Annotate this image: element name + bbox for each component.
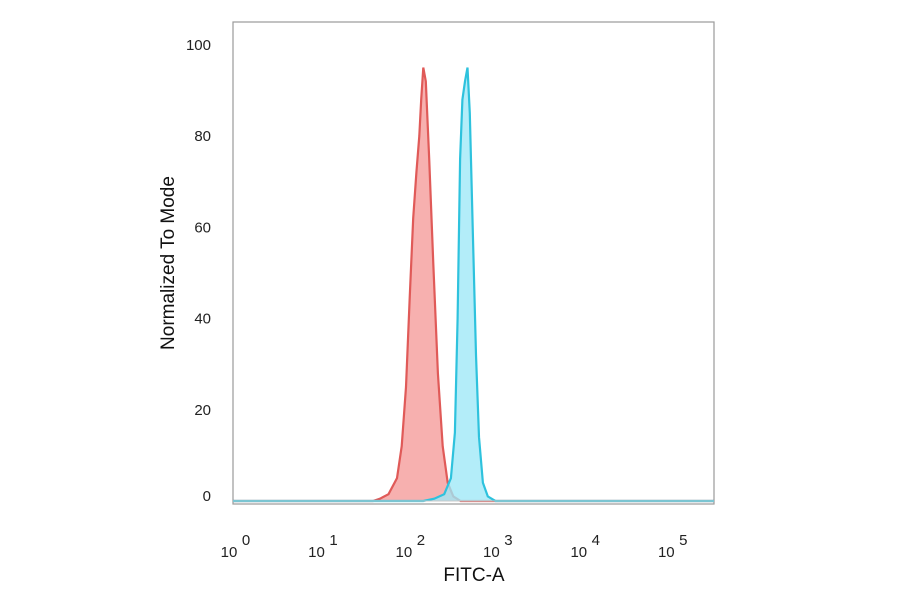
series-2-line	[233, 67, 714, 503]
x-tick-label: 103	[483, 532, 513, 561]
x-tick-exponent: 2	[417, 532, 425, 549]
x-tick-label: 102	[396, 532, 426, 561]
x-tick-label: 105	[658, 532, 688, 561]
y-tick-label: 20	[194, 402, 211, 419]
x-tick-exponent: 0	[242, 532, 250, 549]
series-1-line	[233, 67, 714, 503]
x-tick-base: 10	[308, 544, 325, 561]
x-tick-base: 10	[658, 544, 675, 561]
x-tick-label: 101	[308, 532, 338, 561]
series-layer	[233, 67, 714, 503]
x-tick-exponent: 3	[504, 532, 512, 549]
x-axis-title: FITC-A	[443, 565, 505, 586]
y-axis-ticks: 0 20 40 60 80 100	[186, 37, 211, 505]
x-tick-base: 10	[221, 544, 238, 561]
x-tick-base: 10	[570, 544, 587, 561]
y-tick-label: 0	[203, 488, 211, 505]
y-tick-label: 60	[194, 219, 211, 236]
x-tick-label: 100	[221, 532, 251, 561]
x-tick-base: 10	[396, 544, 413, 561]
y-tick-label: 100	[186, 37, 211, 54]
x-tick-label: 10 4	[570, 532, 600, 561]
x-tick-exponent: 5	[679, 532, 687, 549]
y-axis-title: Normalized To Mode	[158, 176, 179, 350]
x-tick-exponent: 4	[592, 532, 600, 549]
x-tick-base: 10	[483, 544, 500, 561]
x-tick-exponent: 1	[329, 532, 337, 549]
y-tick-label: 40	[194, 311, 211, 328]
y-tick-label: 80	[194, 128, 211, 145]
